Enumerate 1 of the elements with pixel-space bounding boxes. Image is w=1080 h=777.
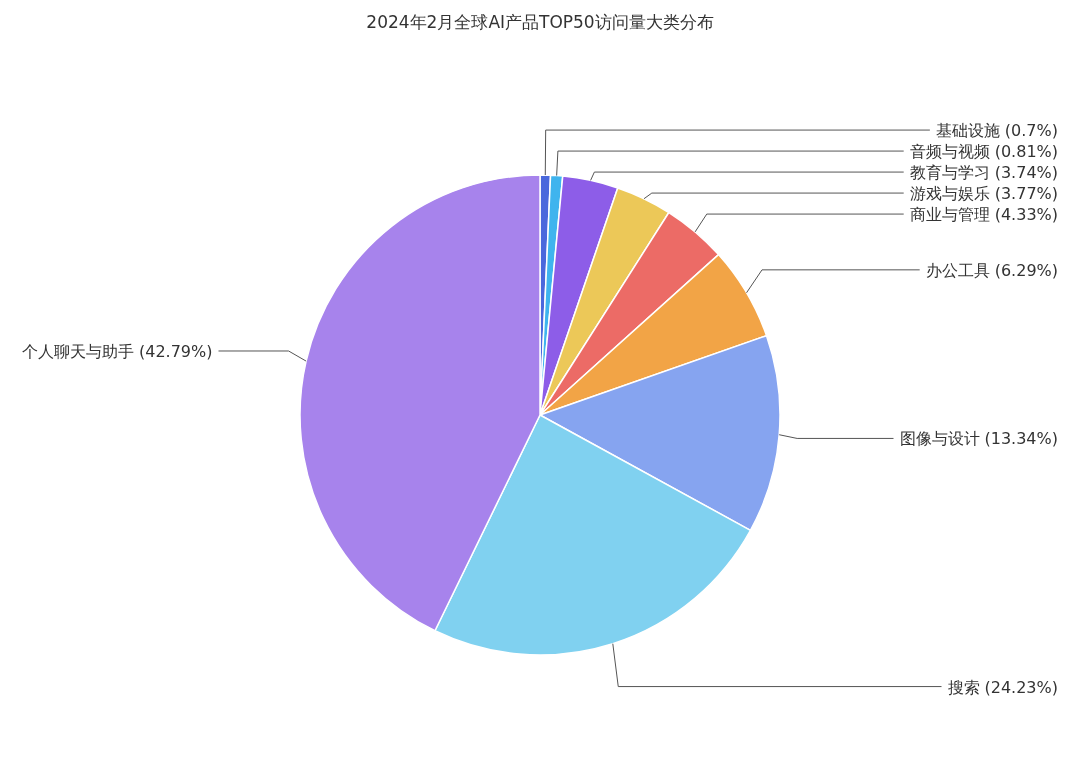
chart-title: 2024年2月全球AI产品TOP50访问量大类分布 [366,12,714,32]
